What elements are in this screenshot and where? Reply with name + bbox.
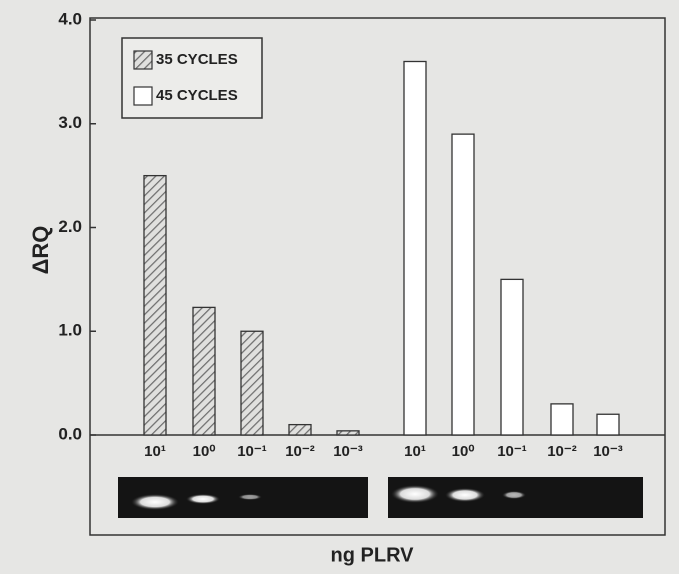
x-tick-label: 10⁰ bbox=[193, 443, 216, 460]
legend-swatch bbox=[134, 87, 152, 105]
bar bbox=[452, 134, 474, 435]
x-tick-label: 10¹ bbox=[404, 443, 426, 460]
bar bbox=[404, 62, 426, 436]
x-tick-label: 10⁻¹ bbox=[237, 443, 267, 460]
x-tick-label: 10⁻² bbox=[547, 443, 577, 460]
y-tick-label: 4.0 bbox=[58, 9, 82, 28]
y-tick-label: 0.0 bbox=[58, 424, 82, 443]
chart: ΔRQ ng PLRV 0.0 1.0 2.0 3.0 4.0 10¹ 10⁰ 10⁻¹ 10⁻… bbox=[0, 0, 679, 574]
legend-label: 35 CYCLES bbox=[156, 51, 238, 68]
bar bbox=[144, 176, 166, 435]
x-tick-label: 10¹ bbox=[144, 443, 166, 460]
x-tick-label: 10⁰ bbox=[452, 443, 475, 460]
bar bbox=[597, 414, 619, 435]
bar bbox=[337, 431, 359, 435]
bar bbox=[241, 331, 263, 435]
x-tick-label: 10⁻² bbox=[285, 443, 315, 460]
y-axis-label: ΔRQ bbox=[28, 226, 53, 275]
bar bbox=[289, 425, 311, 435]
bar bbox=[193, 307, 215, 435]
legend-swatch bbox=[134, 51, 152, 69]
x-axis-label: ng PLRV bbox=[331, 544, 415, 566]
x-tick-label: 10⁻¹ bbox=[497, 443, 527, 460]
legend-label: 45 CYCLES bbox=[156, 87, 238, 104]
y-tick-label: 2.0 bbox=[58, 217, 82, 236]
y-tick-label: 3.0 bbox=[58, 113, 82, 132]
bar bbox=[551, 404, 573, 435]
bar bbox=[501, 279, 523, 435]
x-tick-label: 10⁻³ bbox=[593, 443, 623, 460]
gel-right bbox=[388, 477, 643, 518]
y-tick-label: 1.0 bbox=[58, 321, 82, 340]
x-tick-label: 10⁻³ bbox=[333, 443, 363, 460]
gel-left bbox=[118, 477, 368, 518]
